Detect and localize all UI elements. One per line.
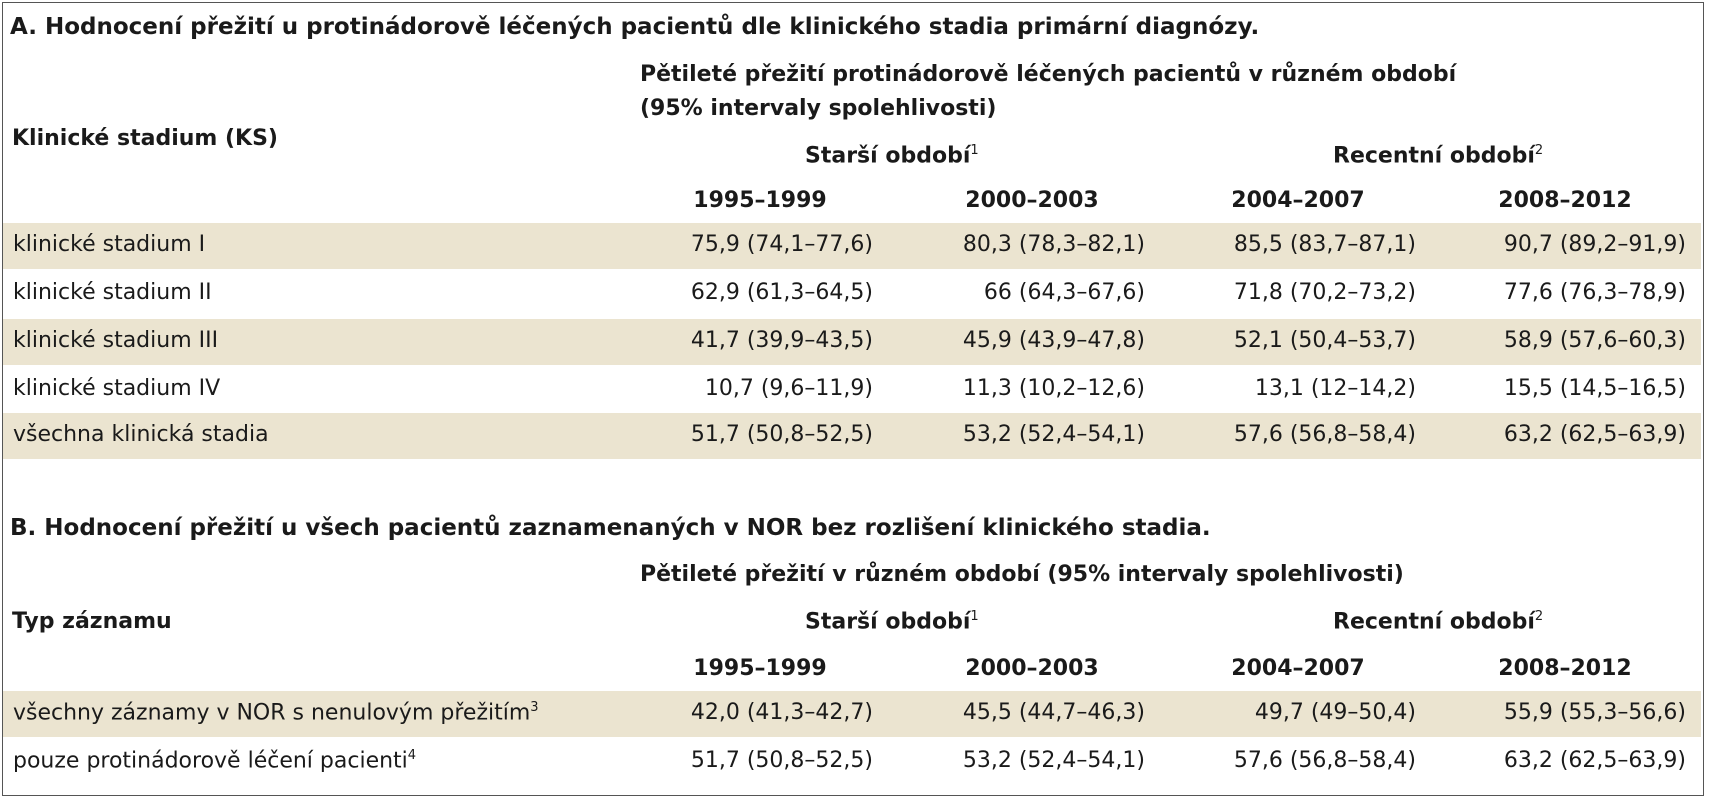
table-cell: 42,0 (41,3–42,7) (690, 700, 873, 725)
table-row: klinické stadium I 75,9 (74,1–77,6) 80,3… (3, 223, 1701, 269)
section-a-year-2: 2000–2003 (965, 188, 1099, 213)
table-row: klinické stadium IV 10,7 (9,6–11,9) 11,3… (3, 367, 1701, 413)
table-cell: 52,1 (50,4–53,7) (1233, 328, 1416, 353)
section-a-header-line1: Pětileté přežití protinádorově léčených … (640, 62, 1457, 87)
table-cell: 77,6 (76,3–78,9) (1503, 280, 1686, 305)
section-b-year-1: 1995–1999 (693, 656, 827, 681)
table-row: všechna klinická stadia 51,7 (50,8–52,5)… (3, 413, 1701, 459)
table-cell: 63,2 (62,5–63,9) (1503, 422, 1686, 447)
table-cell: 57,6 (56,8–58,4) (1233, 422, 1416, 447)
table-cell: 51,7 (50,8–52,5) (690, 422, 873, 447)
section-a-title: A. Hodnocení přežití u protinádorově léč… (10, 14, 1260, 40)
section-b-row-header: Typ záznamu (12, 609, 172, 634)
table-row: klinické stadium III 41,7 (39,9–43,5) 45… (3, 319, 1701, 365)
row-label: všechny záznamy v NOR s nenulovým přežit… (13, 700, 539, 726)
table-cell: 41,7 (39,9–43,5) (690, 328, 873, 353)
section-a-year-4: 2008–2012 (1498, 188, 1632, 213)
table-cell: 10,7 (9,6–11,9) (704, 376, 873, 401)
table-cell: 51,7 (50,8–52,5) (690, 748, 873, 773)
section-b-year-3: 2004–2007 (1231, 656, 1365, 681)
table-cell: 90,7 (89,2–91,9) (1503, 232, 1686, 257)
section-a-year-1: 1995–1999 (693, 188, 827, 213)
table-cell: 80,3 (78,3–82,1) (962, 232, 1145, 257)
table-cell: 57,6 (56,8–58,4) (1233, 748, 1416, 773)
table-cell: 66 (64,3–67,6) (983, 280, 1145, 305)
row-label: klinické stadium IV (13, 376, 221, 401)
row-label: pouze protinádorově léčení pacienti4 (13, 748, 417, 774)
table-cell: 45,9 (43,9–47,8) (962, 328, 1145, 353)
section-a-period-recent: Recentní období2 (1333, 143, 1544, 169)
table-cell: 55,9 (55,3–56,6) (1503, 700, 1686, 725)
table-cell: 11,3 (10,2–12,6) (962, 376, 1145, 401)
section-b-period-recent: Recentní období2 (1333, 609, 1544, 635)
row-label: klinické stadium III (13, 328, 219, 353)
section-b-header: Pětileté přežití v různém období (95% in… (640, 562, 1404, 587)
table-cell: 13,1 (12–14,2) (1254, 376, 1416, 401)
table-cell: 45,5 (44,7–46,3) (962, 700, 1145, 725)
section-b-title: B. Hodnocení přežití u všech pacientů za… (10, 515, 1211, 541)
section-a-row-header: Klinické stadium (KS) (12, 126, 278, 151)
table-cell: 63,2 (62,5–63,9) (1503, 748, 1686, 773)
table-cell: 15,5 (14,5–16,5) (1503, 376, 1686, 401)
table-cell: 71,8 (70,2–73,2) (1233, 280, 1416, 305)
table-cell: 53,2 (52,4–54,1) (962, 748, 1145, 773)
section-b-year-4: 2008–2012 (1498, 656, 1632, 681)
table-cell: 53,2 (52,4–54,1) (962, 422, 1145, 447)
section-a-year-3: 2004–2007 (1231, 188, 1365, 213)
table-cell: 49,7 (49–50,4) (1254, 700, 1416, 725)
section-b-year-2: 2000–2003 (965, 656, 1099, 681)
table-cell: 75,9 (74,1–77,6) (690, 232, 873, 257)
table-cell: 85,5 (83,7–87,1) (1233, 232, 1416, 257)
row-label: klinické stadium II (13, 280, 212, 305)
section-a-header-line2: (95% intervaly spolehlivosti) (640, 96, 997, 121)
table-row: všechny záznamy v NOR s nenulovým přežit… (3, 691, 1701, 737)
row-label: všechna klinická stadia (13, 422, 269, 447)
section-b-period-old: Starší období1 (805, 609, 979, 635)
row-label: klinické stadium I (13, 232, 206, 257)
table-cell: 62,9 (61,3–64,5) (690, 280, 873, 305)
section-a-period-old: Starší období1 (805, 143, 979, 169)
table-cell: 58,9 (57,6–60,3) (1503, 328, 1686, 353)
table-row: klinické stadium II 62,9 (61,3–64,5) 66 … (3, 271, 1701, 317)
table-row: pouze protinádorově léčení pacienti4 51,… (3, 739, 1701, 785)
